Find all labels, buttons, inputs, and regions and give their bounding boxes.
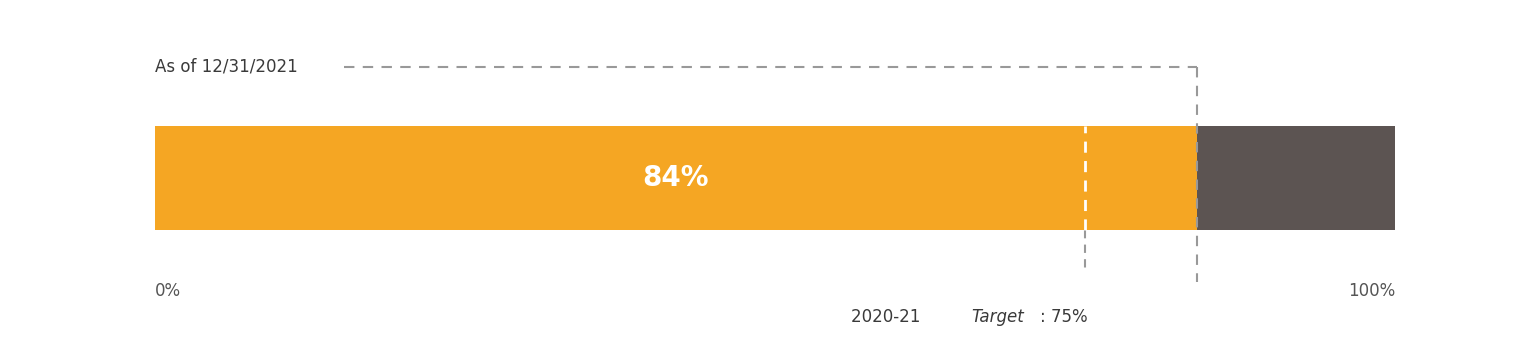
Text: 100%: 100% bbox=[1348, 282, 1395, 300]
Text: 0%: 0% bbox=[155, 282, 181, 300]
Text: 84%: 84% bbox=[643, 164, 710, 192]
Text: Target: Target bbox=[971, 308, 1024, 326]
Bar bbox=[1196, 126, 1395, 230]
Text: : 75%: : 75% bbox=[1040, 308, 1087, 326]
Bar bbox=[155, 126, 1196, 230]
Text: As of 12/31/2021: As of 12/31/2021 bbox=[155, 58, 298, 76]
Text: 2020-21: 2020-21 bbox=[851, 308, 926, 326]
